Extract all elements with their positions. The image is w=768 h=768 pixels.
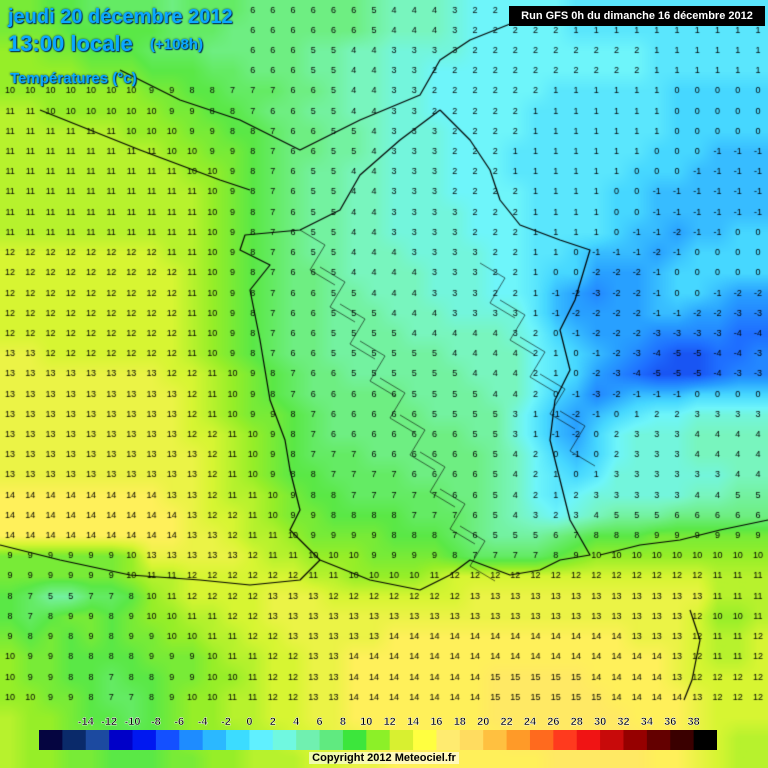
legend-swatch <box>529 730 554 750</box>
legend-swatch <box>366 730 391 750</box>
legend-tick-label: 24 <box>524 716 537 728</box>
legend-swatch <box>600 730 624 750</box>
legend-swatch <box>553 730 578 750</box>
legend-swatch <box>202 730 227 750</box>
legend-tick-label: 0 <box>246 716 252 728</box>
legend-tick-label: 22 <box>500 716 512 728</box>
legend-tick-label: -8 <box>151 716 161 728</box>
legend-swatch <box>693 730 717 750</box>
legend-tick-label: 30 <box>594 716 606 728</box>
legend-swatch <box>342 730 367 750</box>
legend-tick-label: -14 <box>78 716 95 728</box>
forecast-date: jeudi 20 décembre 2012 <box>8 6 233 28</box>
legend-swatch <box>623 730 648 750</box>
legend-tick-label: -4 <box>198 716 209 728</box>
legend-tick-label: 4 <box>293 716 300 728</box>
legend-swatch <box>226 730 250 750</box>
legend-swatch <box>62 730 87 750</box>
copyright-notice: Copyright 2012 Meteociel.fr <box>0 752 768 764</box>
legend-swatch <box>296 730 321 750</box>
legend-tick-label: -2 <box>221 716 231 728</box>
legend-tick-label: 18 <box>454 716 466 728</box>
legend-swatch <box>132 730 157 750</box>
legend-tick-label: -6 <box>174 716 184 728</box>
legend-swatch <box>576 730 601 750</box>
forecast-time: 13:00 locale <box>8 31 133 56</box>
legend-swatch <box>670 730 695 750</box>
legend-swatch <box>389 730 414 750</box>
variable-label: Températures (°c) <box>10 70 137 87</box>
run-label: Run GFS 0h du dimanche 16 décembre 2012 <box>509 6 765 26</box>
legend-tick-label: 20 <box>477 716 489 728</box>
legend-tick-label: 26 <box>547 716 559 728</box>
legend-swatch <box>109 730 134 750</box>
legend-swatch <box>413 730 437 750</box>
legend-swatch <box>85 730 110 750</box>
legend-tick-label: -10 <box>125 716 141 728</box>
legend-swatch <box>506 730 531 750</box>
legend-swatch <box>39 730 63 750</box>
legend-tick-label: 28 <box>571 716 583 728</box>
legend-tick-label: 6 <box>316 716 322 728</box>
legend-tick-label: 14 <box>407 716 420 728</box>
legend-tick-label: 12 <box>384 716 396 728</box>
legend-tick-label: 34 <box>641 716 654 728</box>
legend-tick-label: 10 <box>360 716 372 728</box>
legend-swatch <box>436 730 461 750</box>
legend-swatch <box>272 730 297 750</box>
legend-swatch <box>249 730 274 750</box>
legend-tick-label: 36 <box>664 716 676 728</box>
legend-tick-label: 8 <box>340 716 346 728</box>
legend-swatch <box>483 730 508 750</box>
legend-swatch <box>179 730 204 750</box>
legend-swatch <box>319 730 344 750</box>
forecast-lead-time: (+108h) <box>150 36 203 53</box>
legend-tick-label: 2 <box>270 716 276 728</box>
legend-tick-label: -12 <box>101 716 117 728</box>
legend-swatch <box>459 730 484 750</box>
legend-tick-label: 16 <box>430 716 442 728</box>
legend-tick-label: 38 <box>687 716 699 728</box>
legend-swatch <box>155 730 180 750</box>
temperature-color-legend: -14 -12 -10 -8 -6 -4 -2 0 2 4 6 8 10 12 14 16 18 20 22 24 26… <box>39 716 717 750</box>
legend-swatch <box>646 730 671 750</box>
legend-tick-label: 32 <box>617 716 629 728</box>
